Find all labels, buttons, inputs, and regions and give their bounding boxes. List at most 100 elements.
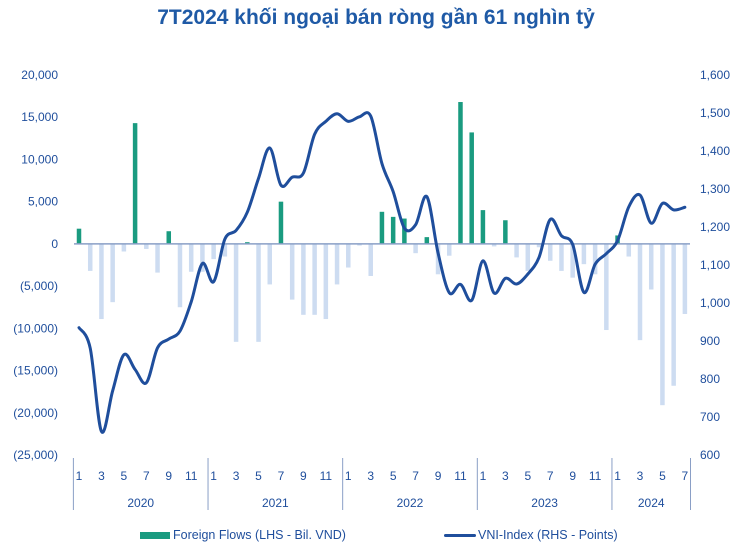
right-axis-tick-label: 1,500 (700, 106, 730, 120)
flow-bar (447, 243, 452, 256)
right-axis-tick-label: 600 (700, 448, 720, 462)
flow-bar (76, 228, 82, 244)
right-axis-tick-label: 1,200 (700, 220, 730, 234)
left-axis-tick-label: 0 (51, 237, 58, 251)
legend-label: Foreign Flows (LHS - Bil. VND) (173, 528, 346, 542)
flow-bar (301, 243, 306, 315)
month-tick-label: 7 (143, 469, 150, 483)
flow-bar (99, 243, 104, 320)
month-tick-label: 3 (98, 469, 105, 483)
month-tick-label: 9 (435, 469, 442, 483)
right-axis-tick-label: 1,300 (700, 182, 730, 196)
month-tick-label: 1 (345, 469, 352, 483)
month-tick-label: 7 (278, 469, 285, 483)
chart-title: 7T2024 khối ngoại bán ròng gần 61 nghìn … (157, 6, 595, 29)
month-tick-label: 1 (76, 469, 83, 483)
month-tick-label: 7 (682, 469, 689, 483)
legend-item-foreign-flows: Foreign Flows (LHS - Bil. VND) (140, 528, 346, 542)
month-tick-label: 5 (524, 469, 531, 483)
flow-bar (357, 243, 362, 246)
flow-bar (480, 210, 486, 244)
flow-bar (346, 243, 351, 268)
flow-bar (233, 243, 239, 342)
month-tick-label: 11 (589, 469, 602, 483)
flow-bar (155, 243, 160, 273)
flow-bar (211, 243, 216, 260)
month-tick-label: 3 (367, 469, 374, 483)
flow-bar (312, 243, 317, 315)
left-axis-tick-label: (25,000) (13, 448, 58, 462)
flow-bar (256, 243, 261, 342)
flow-bar (525, 243, 531, 271)
right-axis-tick-label: 700 (700, 410, 720, 424)
month-tick-label: 7 (547, 469, 554, 483)
flow-bar (536, 243, 542, 248)
flow-bar (413, 243, 418, 254)
right-axis-tick-label: 1,600 (700, 68, 730, 82)
left-axis-tick-label: 5,000 (28, 195, 58, 209)
left-axis-tick-label: (5,000) (20, 279, 58, 293)
flow-bar (514, 243, 519, 258)
year-label: 2020 (127, 496, 154, 510)
month-tick-label: 1 (614, 469, 621, 483)
flow-bar (121, 243, 127, 252)
flow-bar (379, 211, 385, 244)
month-tick-label: 7 (412, 469, 419, 483)
year-label: 2022 (397, 496, 424, 510)
flow-bar (637, 243, 643, 341)
month-tick-label: 5 (255, 469, 262, 483)
year-label: 2021 (262, 496, 289, 510)
flow-bar (334, 243, 340, 285)
month-tick-label: 9 (300, 469, 307, 483)
year-label: 2023 (531, 496, 558, 510)
right-axis-tick-label: 1,400 (700, 144, 730, 158)
flow-bar (503, 220, 508, 244)
flow-bar (278, 201, 284, 244)
left-axis-tick-label: (10,000) (13, 321, 58, 335)
flow-bar (144, 243, 149, 249)
flow-bar (177, 243, 183, 308)
month-tick-label: 9 (569, 469, 576, 483)
month-tick-label: 11 (185, 469, 198, 483)
flow-bar (570, 243, 575, 278)
flow-bar (682, 243, 688, 314)
month-tick-label: 5 (390, 469, 397, 483)
flow-bar (267, 243, 272, 285)
legend-swatch-line (444, 533, 476, 537)
year-label: 2024 (638, 496, 665, 510)
flow-bar (592, 243, 598, 275)
flow-bar (368, 243, 373, 276)
flow-bar (323, 243, 329, 320)
flow-bar (626, 243, 632, 257)
flow-bar (222, 243, 228, 257)
flow-bar (491, 243, 497, 247)
flow-bar (547, 243, 553, 261)
flow-bar (166, 231, 172, 244)
right-axis-tick-label: 1,100 (700, 258, 730, 272)
left-axis-tick-label: (20,000) (13, 406, 58, 420)
legend-label: VNI-Index (RHS - Points) (478, 528, 618, 542)
left-axis-tick-label: 15,000 (21, 110, 58, 124)
month-tick-label: 5 (121, 469, 128, 483)
right-axis-tick-label: 800 (700, 372, 720, 386)
right-axis-tick-label: 1,000 (700, 296, 730, 310)
flow-bar (188, 243, 194, 272)
flow-bar (559, 243, 564, 271)
left-axis-tick-label: (15,000) (13, 364, 58, 378)
legend-item-vni-index: VNI-Index (RHS - Points) (444, 528, 618, 542)
flow-bar (87, 243, 93, 271)
flow-bar (581, 243, 587, 265)
flow-bar (469, 132, 474, 244)
month-tick-label: 5 (659, 469, 666, 483)
flow-bar (200, 243, 205, 272)
flow-bar (604, 243, 609, 331)
left-axis-tick-label: 10,000 (21, 152, 58, 166)
flow-bar (390, 216, 396, 244)
legend-swatch-bar (140, 531, 170, 539)
month-tick-label: 3 (637, 469, 644, 483)
flow-bar (458, 102, 463, 244)
month-tick-label: 3 (502, 469, 509, 483)
flow-bar (245, 242, 250, 244)
left-axis-tick-label: 20,000 (21, 68, 58, 82)
